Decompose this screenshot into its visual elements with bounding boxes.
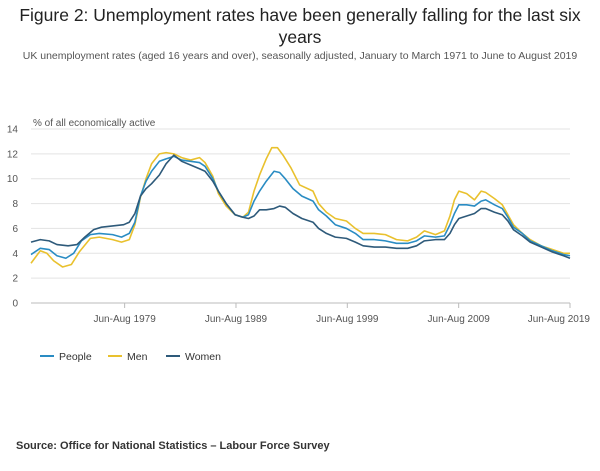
x-tick-label: Jun-Aug 1989 — [205, 314, 268, 325]
legend-swatch-women — [166, 355, 180, 358]
source-note: Source: Office for National Statistics –… — [16, 440, 330, 452]
legend-swatch-men — [108, 355, 122, 358]
series-line-people — [30, 155, 571, 260]
y-tick-label: 14 — [7, 125, 19, 136]
legend-label-men: Men — [127, 351, 148, 363]
series-line-men — [30, 146, 570, 268]
legend-item-women[interactable]: Women — [166, 351, 221, 363]
grid-lines — [31, 128, 570, 304]
chart-subtitle: UK unemployment rates (aged 16 years and… — [22, 50, 578, 62]
x-tick-label: Jun-Aug 2019 — [528, 314, 591, 325]
legend-item-men[interactable]: Men — [108, 351, 147, 363]
legend-item-people[interactable]: People — [40, 351, 92, 363]
y-tick-labels: 0 2 4 6 8 10 12 14 — [7, 125, 19, 310]
y-tick-label: 10 — [7, 174, 19, 185]
legend-swatch-people — [40, 355, 54, 358]
series-lines — [30, 146, 571, 268]
y-tick-label: 0 — [12, 299, 18, 310]
line-chart: % of all economically active 0 2 4 6 8 10 12 14… — [7, 118, 591, 325]
chart-title: Figure 2: Unemployment rates have been g… — [19, 5, 581, 47]
x-tick-label: Jun-Aug 1979 — [93, 314, 156, 325]
y-tick-label: 6 — [12, 224, 18, 235]
y-tick-label: 12 — [7, 149, 19, 160]
y-axis-label: % of all economically active — [33, 118, 156, 129]
x-tick-label: Jun-Aug 2009 — [428, 314, 491, 325]
legend-label-people: People — [59, 351, 92, 363]
y-tick-label: 8 — [12, 199, 18, 210]
x-tick-label: Jun-Aug 1999 — [316, 314, 379, 325]
legend-label-women: Women — [185, 351, 221, 363]
x-tick-labels: Jun-Aug 1979 Jun-Aug 1989 Jun-Aug 1999 Jun-… — [93, 303, 590, 325]
y-tick-label: 2 — [12, 274, 18, 285]
series-line-women — [30, 154, 571, 260]
y-tick-label: 4 — [12, 249, 18, 260]
